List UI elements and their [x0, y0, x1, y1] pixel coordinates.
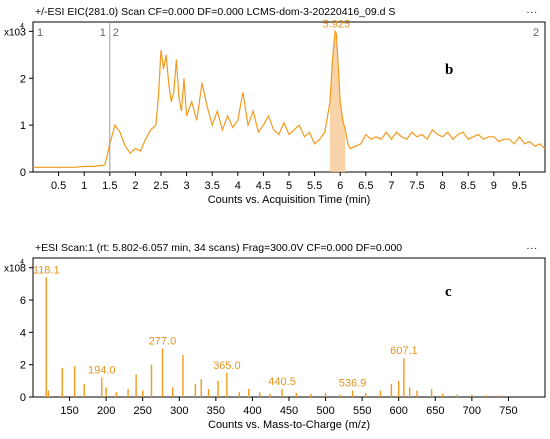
y-tick-label: 0 — [20, 392, 26, 404]
chromatogram-menu-button[interactable]: ... — [526, 5, 538, 16]
peak-label: 536.9 — [339, 378, 367, 390]
eic-trace-line — [33, 29, 546, 168]
x-tick-label: 5 — [286, 180, 292, 192]
exponent-power: 4 — [20, 23, 25, 30]
y-tick-label: 6 — [20, 295, 26, 307]
marker-label: 2 — [113, 27, 119, 39]
panel-letter-c: c — [445, 284, 452, 300]
chromatogram-y-exponent: x104 — [4, 23, 25, 39]
x-tick-label: 0.5 — [51, 180, 66, 192]
x-tick-label: 7.5 — [409, 180, 424, 192]
x-tick-label: 1 — [81, 180, 87, 192]
exponent-base: x10 — [4, 263, 21, 275]
x-tick-label: 600 — [390, 405, 408, 417]
mass-spectrum-panel: +ESI Scan:1 (rt: 5.802-6.057 min, 34 sca… — [0, 236, 550, 434]
peak-label: 365.0 — [213, 360, 241, 372]
x-tick-label: 200 — [97, 405, 115, 417]
peak-label: 118.1 — [33, 264, 60, 276]
x-tick-label: 7 — [388, 180, 394, 192]
marker-label: 1 — [37, 27, 43, 39]
x-tick-label: 250 — [134, 405, 152, 417]
x-tick-label: 5.5 — [307, 180, 322, 192]
x-tick-label: 650 — [426, 405, 444, 417]
peak-label: 277.0 — [149, 336, 177, 348]
x-tick-label: 750 — [499, 405, 517, 417]
spectrum-y-exponent: x104 — [4, 259, 25, 275]
chromatogram-header: +/-ESI EIC(281.0) Scan CF=0.000 DF=0.000… — [35, 6, 396, 18]
x-tick-label: 2.5 — [153, 180, 168, 192]
y-tick-label: 8 — [20, 263, 26, 275]
x-tick-label: 4 — [235, 180, 241, 192]
x-tick-label: 500 — [316, 405, 334, 417]
exponent-base: x10 — [4, 27, 21, 39]
x-tick-label: 700 — [463, 405, 481, 417]
x-tick-label: 350 — [207, 405, 225, 417]
y-tick-label: 3 — [20, 26, 26, 38]
exponent-power: 4 — [20, 259, 25, 266]
y-tick-label: 2 — [20, 360, 26, 372]
marker-label: 2 — [533, 27, 539, 39]
x-tick-label: 3.5 — [205, 180, 220, 192]
spectrum-menu-button[interactable]: ... — [526, 241, 538, 252]
x-tick-label: 550 — [353, 405, 371, 417]
x-tick-label: 2 — [132, 180, 138, 192]
x-axis-title: Counts vs. Mass-to-Charge (m/z) — [208, 419, 370, 431]
y-tick-label: 1 — [20, 120, 26, 132]
x-tick-label: 9.5 — [512, 180, 527, 192]
x-tick-label: 6.5 — [358, 180, 373, 192]
x-tick-label: 3 — [184, 180, 190, 192]
x-tick-label: 8.5 — [461, 180, 476, 192]
peak-label: 607.1 — [390, 345, 418, 357]
x-tick-label: 4.5 — [256, 180, 271, 192]
peak-label: 440.5 — [268, 376, 296, 388]
x-tick-label: 450 — [280, 405, 298, 417]
x-tick-label: 9 — [491, 180, 497, 192]
x-tick-label: 400 — [243, 405, 261, 417]
peak-shaded-area — [329, 31, 346, 172]
panel-letter-b: b — [445, 62, 454, 78]
x-tick-label: 1.5 — [102, 180, 117, 192]
x-axis-title: Counts vs. Acquisition Time (min) — [208, 194, 371, 206]
spectrum-header: +ESI Scan:1 (rt: 5.802-6.057 min, 34 sca… — [35, 242, 403, 254]
y-tick-label: 0 — [20, 167, 26, 179]
y-tick-label: 2 — [20, 73, 26, 85]
x-tick-label: 6 — [337, 180, 343, 192]
x-tick-label: 300 — [170, 405, 188, 417]
chromatogram-panel: +/-ESI EIC(281.0) Scan CF=0.000 DF=0.000… — [0, 0, 550, 215]
peak-label: 5.925 — [323, 18, 351, 30]
mass-spectrum-chart: 0 2 4 6 8 150 200 250 300 350 400 450 500 550 600 650 70… — [20, 257, 546, 431]
x-tick-label: 150 — [60, 405, 78, 417]
y-tick-label: 4 — [20, 327, 26, 339]
x-tick-label: 8 — [440, 180, 446, 192]
marker-label: 1 — [100, 27, 106, 39]
peak-label: 194.0 — [88, 365, 116, 377]
